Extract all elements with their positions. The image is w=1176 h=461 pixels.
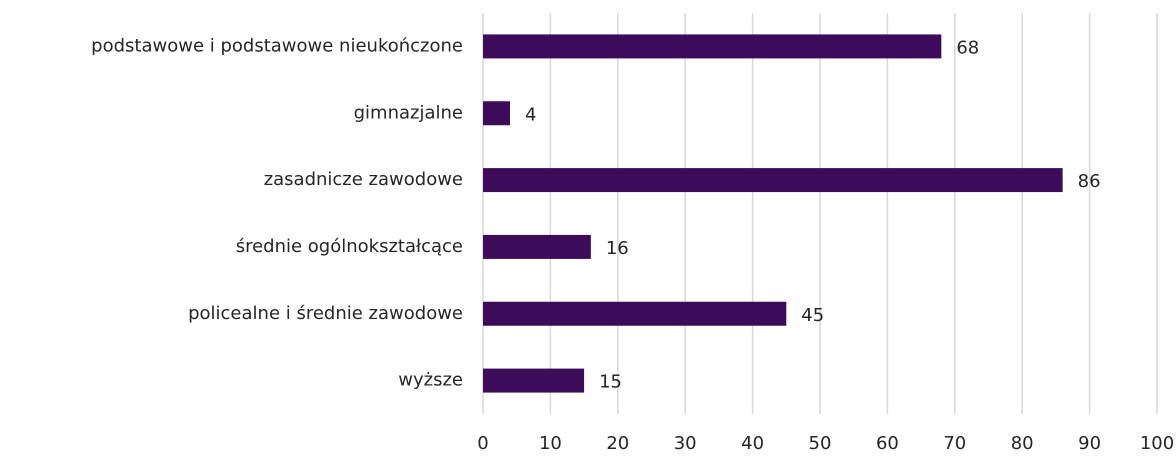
- bar: [483, 368, 585, 393]
- bar: [483, 168, 1063, 193]
- x-tick-label: 30: [674, 433, 697, 454]
- x-tick-label: 20: [606, 433, 629, 454]
- data-label: 86: [1078, 171, 1101, 192]
- data-label: 4: [525, 104, 536, 125]
- x-tick-label: 70: [943, 433, 966, 454]
- data-label: 16: [606, 238, 629, 259]
- bar: [483, 101, 510, 126]
- data-label: 15: [599, 372, 622, 393]
- x-tick-label: 0: [477, 433, 488, 454]
- y-tick-label: średnie ogólnokształcące: [236, 236, 463, 257]
- data-label: 45: [801, 305, 824, 326]
- y-tick-label: policealne i średnie zawodowe: [188, 303, 463, 324]
- x-tick-label: 10: [539, 433, 562, 454]
- x-tick-label: 90: [1078, 433, 1101, 454]
- bar: [483, 34, 942, 59]
- y-tick-label: zasadnicze zawodowe: [264, 169, 463, 190]
- x-tick-label: 40: [741, 433, 764, 454]
- y-tick-label: wyższe: [398, 370, 463, 391]
- x-tick-label: 100: [1140, 433, 1174, 454]
- bar: [483, 234, 591, 259]
- bar: [483, 301, 787, 326]
- y-tick-label: gimnazjalne: [354, 102, 463, 123]
- y-tick-label: podstawowe i podstawowe nieukończone: [91, 35, 463, 56]
- x-tick-label: 50: [809, 433, 832, 454]
- x-tick-label: 80: [1011, 433, 1034, 454]
- data-label: 68: [956, 37, 979, 58]
- x-tick-label: 60: [876, 433, 899, 454]
